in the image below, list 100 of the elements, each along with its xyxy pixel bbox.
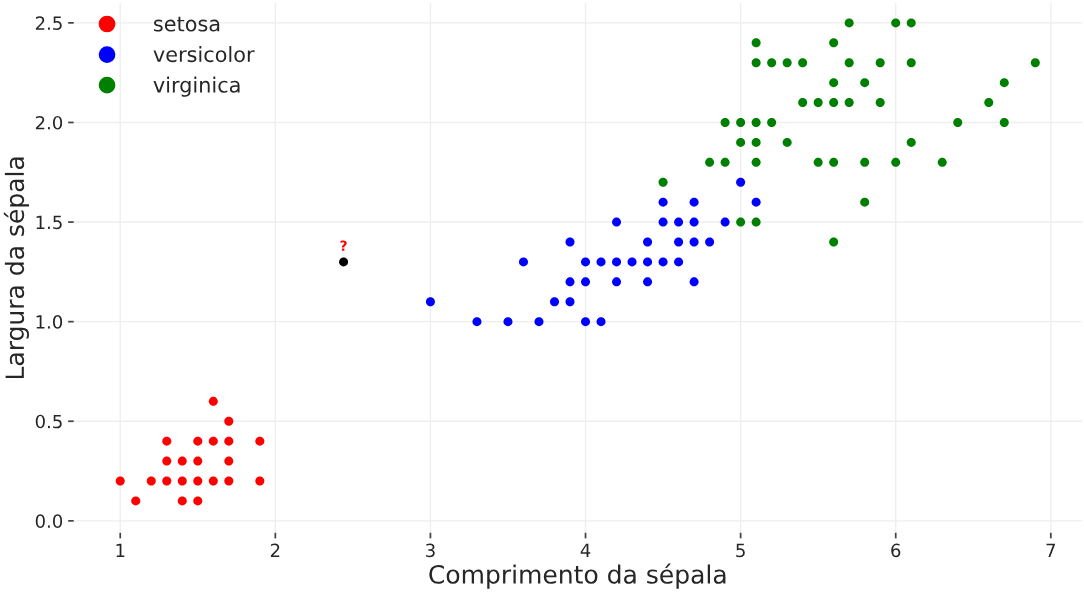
y-tick-label: 2.0 bbox=[35, 115, 63, 130]
point bbox=[224, 416, 234, 426]
point bbox=[643, 237, 653, 247]
point bbox=[906, 137, 916, 147]
point bbox=[1030, 58, 1040, 68]
point bbox=[177, 476, 187, 486]
x-tick-label: 3 bbox=[426, 543, 435, 558]
point bbox=[674, 237, 684, 247]
point bbox=[736, 137, 746, 147]
point bbox=[844, 58, 854, 68]
point bbox=[689, 277, 699, 287]
point bbox=[829, 98, 839, 108]
point bbox=[875, 98, 885, 108]
point bbox=[472, 317, 482, 327]
point bbox=[984, 98, 994, 108]
point bbox=[906, 58, 916, 68]
point bbox=[612, 257, 622, 267]
point bbox=[581, 317, 591, 327]
y-tick-label: 1.5 bbox=[36, 215, 62, 230]
point bbox=[581, 277, 591, 287]
point bbox=[208, 436, 218, 446]
x-tick-label: 5 bbox=[736, 543, 745, 558]
point bbox=[658, 197, 668, 207]
y-tick-label: 1.0 bbox=[36, 315, 63, 329]
point bbox=[736, 177, 746, 187]
x-tick-label: 4 bbox=[580, 543, 591, 557]
point bbox=[425, 297, 435, 307]
point bbox=[751, 217, 761, 227]
point bbox=[720, 117, 730, 127]
y-tick-label: 0.0 bbox=[35, 514, 63, 528]
point bbox=[550, 297, 560, 307]
point bbox=[689, 217, 699, 227]
point bbox=[999, 117, 1009, 127]
point bbox=[658, 257, 668, 267]
point bbox=[844, 98, 854, 108]
point bbox=[193, 496, 203, 506]
point bbox=[255, 436, 265, 446]
legend-label: setosa bbox=[154, 16, 220, 32]
point bbox=[782, 58, 792, 68]
point bbox=[193, 436, 203, 446]
y-tick-label: 0.5 bbox=[35, 414, 62, 429]
point bbox=[751, 58, 761, 68]
point bbox=[937, 157, 947, 167]
point bbox=[596, 257, 606, 267]
point bbox=[751, 117, 761, 127]
point bbox=[581, 257, 591, 267]
point bbox=[767, 117, 777, 127]
point bbox=[503, 317, 513, 327]
point bbox=[612, 217, 622, 227]
point bbox=[674, 257, 684, 267]
point bbox=[518, 257, 528, 267]
x-tick-label: 1 bbox=[116, 543, 125, 557]
x-tick-label: 2 bbox=[270, 543, 280, 557]
point bbox=[751, 38, 761, 48]
point bbox=[720, 157, 730, 167]
point bbox=[627, 257, 637, 267]
point bbox=[705, 237, 715, 247]
point bbox=[339, 257, 349, 267]
point bbox=[829, 157, 839, 167]
point bbox=[906, 18, 916, 28]
point bbox=[891, 157, 901, 167]
point bbox=[115, 476, 125, 486]
point bbox=[751, 157, 761, 167]
point bbox=[534, 317, 544, 327]
point bbox=[860, 157, 870, 167]
x-axis-title: Comprimento da sépala bbox=[429, 563, 726, 589]
point bbox=[736, 117, 746, 127]
point bbox=[162, 476, 172, 486]
point bbox=[565, 237, 575, 247]
x-tick-label: 7 bbox=[1046, 543, 1056, 557]
y-axis-title: Largura da sépala bbox=[3, 157, 30, 379]
point bbox=[844, 18, 854, 28]
point bbox=[782, 137, 792, 147]
point bbox=[208, 396, 218, 406]
point bbox=[705, 157, 715, 167]
legend-label: virginica bbox=[153, 76, 240, 97]
point bbox=[643, 257, 653, 267]
point bbox=[689, 197, 699, 207]
point bbox=[658, 217, 668, 227]
point bbox=[208, 476, 218, 486]
point bbox=[177, 496, 187, 506]
point bbox=[162, 456, 172, 466]
point bbox=[798, 58, 808, 68]
point bbox=[689, 237, 699, 247]
point bbox=[146, 476, 156, 486]
point bbox=[224, 456, 234, 466]
point bbox=[643, 277, 653, 287]
point bbox=[658, 177, 668, 187]
point bbox=[829, 38, 839, 48]
point bbox=[193, 456, 203, 466]
point bbox=[177, 456, 187, 466]
point bbox=[162, 436, 172, 446]
point bbox=[565, 277, 575, 287]
point bbox=[720, 217, 730, 227]
point bbox=[224, 436, 234, 446]
x-tick-label: 6 bbox=[891, 543, 901, 558]
point bbox=[860, 197, 870, 207]
point bbox=[131, 496, 141, 506]
point bbox=[751, 137, 761, 147]
point bbox=[829, 78, 839, 88]
